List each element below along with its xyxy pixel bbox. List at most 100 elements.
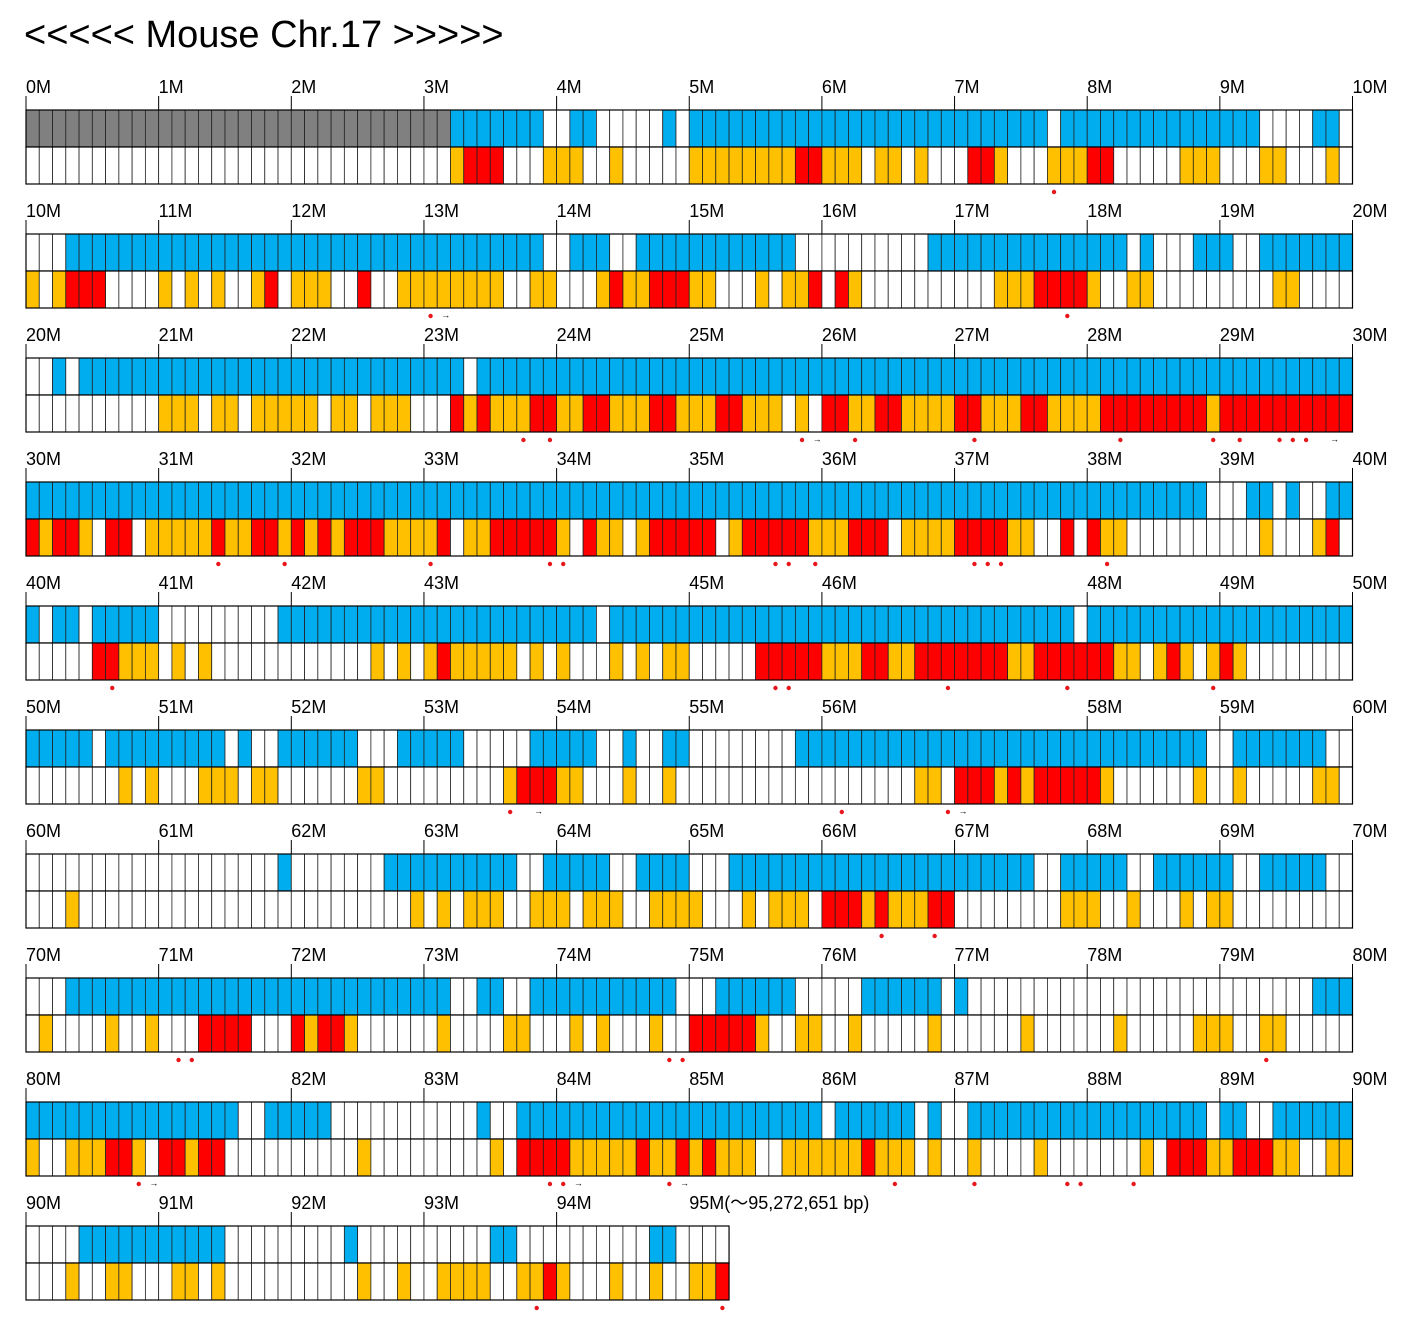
top-track-cell: [595, 977, 611, 1016]
bottom-track-cell: [52, 1262, 67, 1301]
tick-label: 9M: [1220, 77, 1245, 97]
bottom-track-cell: [237, 1138, 252, 1177]
top-track-cell: [25, 605, 40, 644]
top-track-cell: [1073, 233, 1088, 272]
tick-label: 12M: [291, 201, 326, 221]
top-track-cell: [993, 233, 1009, 272]
bottom-track-cell: [662, 1014, 677, 1053]
marker-dot: [547, 561, 553, 567]
bottom-track-cell: [1153, 146, 1168, 185]
bottom-track-cell: [78, 270, 93, 309]
top-track-cell: [410, 109, 425, 148]
bottom-track-cell: [940, 1014, 955, 1053]
top-track-cell: [144, 357, 160, 396]
marker-dot: [1078, 1181, 1083, 1187]
bottom-track-cell: [781, 1014, 796, 1053]
top-track-cell: [343, 109, 359, 148]
top-track-cell: [635, 109, 650, 148]
bottom-track-cell: [1047, 1138, 1062, 1177]
bottom-track-cell: [211, 1014, 226, 1053]
bottom-track-cell: [1338, 1014, 1353, 1053]
top-track-cell: [158, 853, 173, 892]
bottom-track-cell: [529, 1138, 544, 1177]
bottom-track-cell: [330, 1262, 345, 1301]
top-track-cell: [489, 357, 504, 396]
top-track-cell: [728, 109, 743, 148]
top-track-cell: [954, 977, 969, 1016]
top-track-cell: [118, 977, 133, 1016]
top-track-cell: [569, 1225, 584, 1264]
bottom-track-cell: [1033, 890, 1048, 929]
top-track-cell: [1113, 605, 1128, 644]
top-track-cell: [1086, 357, 1101, 396]
top-track-cell: [224, 1225, 239, 1264]
bottom-track-cell: [635, 394, 650, 433]
top-track-cell: [755, 233, 770, 272]
tick-label: 10M: [1353, 77, 1388, 97]
bottom-track-cell: [967, 890, 982, 929]
bottom-track-cell: [52, 146, 67, 185]
bottom-track-cell: [1206, 1014, 1221, 1053]
bottom-track-cell: [277, 1138, 292, 1177]
top-track-cell: [662, 1225, 677, 1264]
bottom-track-cell: [1139, 146, 1154, 185]
top-track-cell: [184, 1101, 199, 1140]
bottom-track-cell: [211, 146, 226, 185]
bottom-track-cell: [1113, 518, 1128, 557]
bottom-track-cell: [52, 1138, 67, 1177]
bottom-track-cell: [609, 1262, 624, 1301]
bottom-track-cell: [1232, 270, 1247, 309]
top-track-cell: [290, 109, 305, 148]
bottom-track-cell: [171, 890, 186, 929]
top-track-cell: [503, 605, 518, 644]
top-track-cell: [1033, 233, 1048, 272]
tick-label: 70M: [1353, 821, 1388, 841]
bottom-track-cell: [1192, 518, 1207, 557]
bottom-track-cell: [1007, 270, 1022, 309]
bottom-track-cell: [131, 1138, 146, 1177]
top-track-cell: [980, 605, 995, 644]
tick-label: 48M: [1087, 573, 1122, 593]
bottom-track-cell: [158, 1262, 173, 1301]
top-track-cell: [211, 109, 226, 148]
top-track-cell: [516, 977, 531, 1016]
top-track-cell: [861, 357, 876, 396]
top-track-cell: [728, 605, 743, 644]
top-track-cell: [251, 357, 266, 396]
top-track-cell: [38, 853, 53, 892]
bottom-track-cell: [423, 518, 438, 557]
top-track-cell: [1166, 729, 1181, 768]
tick-label: 83M: [424, 1069, 459, 1089]
top-track-cell: [967, 481, 982, 520]
top-track-cell: [65, 853, 80, 892]
bottom-track-cell: [954, 766, 969, 805]
top-track-cell: [65, 605, 80, 644]
top-track-cell: [834, 977, 849, 1016]
bottom-track-cell: [65, 146, 80, 185]
top-track-cell: [277, 605, 292, 644]
bottom-track-cell: [105, 890, 120, 929]
bottom-track-cell: [688, 394, 703, 433]
top-track-cell: [741, 977, 756, 1016]
bottom-track-cell: [808, 270, 823, 309]
bottom-track-cell: [144, 518, 160, 557]
tick-label: 80M: [1353, 945, 1388, 965]
marker-dot: [773, 685, 778, 691]
bottom-track-cell: [954, 1014, 969, 1053]
top-track-cell: [357, 481, 372, 520]
bottom-track-cell: [635, 890, 650, 929]
bottom-track-cell: [1299, 146, 1314, 185]
top-track-cell: [1047, 605, 1062, 644]
bottom-track-cell: [251, 1262, 266, 1301]
bottom-track-cell: [1020, 642, 1035, 681]
bottom-track-cell: [1299, 890, 1314, 929]
top-track-cell: [901, 233, 916, 272]
top-track-cell: [397, 233, 412, 272]
top-track-cell: [463, 729, 478, 768]
top-track-cell: [848, 109, 863, 148]
tick-label: 1M: [159, 77, 184, 97]
bottom-track-cell: [1060, 890, 1075, 929]
bottom-track-cell: [887, 890, 902, 929]
bottom-track-cell: [1020, 146, 1035, 185]
top-track-cell: [794, 109, 810, 148]
